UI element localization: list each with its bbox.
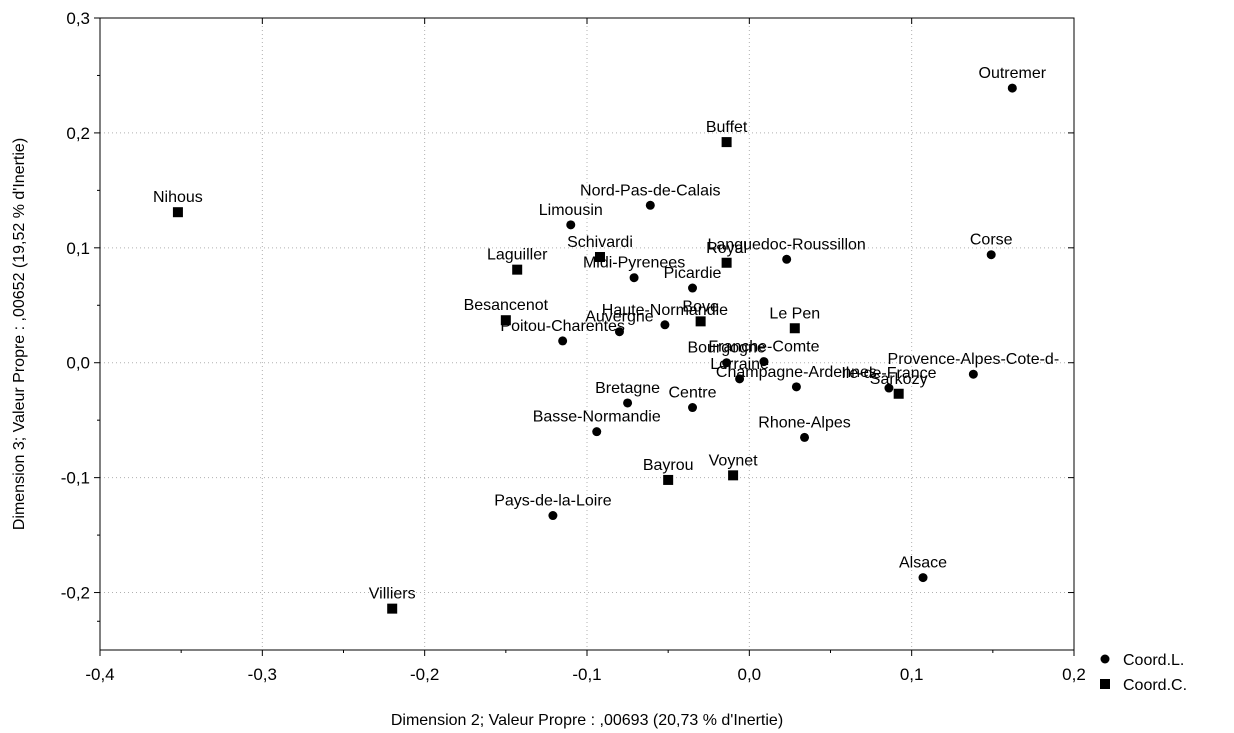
label-le-pen: Le Pen (769, 305, 820, 322)
point-coord-l-provence-alpes-cote-d (968, 369, 978, 379)
label-picardie: Picardie (664, 265, 722, 282)
point-coord-c-villiers (387, 603, 398, 614)
label-lorraine: Lorraine (710, 356, 769, 373)
y-tick-label: -0,1 (61, 469, 90, 488)
point-coord-l-limousin (566, 220, 576, 230)
label-bove: Bove (682, 298, 719, 315)
label-voynet: Voynet (709, 452, 758, 469)
y-tick-label: 0,3 (66, 9, 90, 28)
label-alsace: Alsace (899, 555, 947, 572)
point-coord-l-centre (688, 403, 698, 413)
x-tick-label: 0,2 (1062, 665, 1086, 684)
point-coord-c-laguiller (512, 264, 523, 275)
label-royal: Royal (706, 240, 747, 257)
point-coord-c-buffet (721, 137, 732, 148)
data-points (172, 83, 1017, 614)
point-coord-l-auvergne (614, 327, 624, 337)
label-laguiller: Laguiller (487, 247, 548, 264)
label-midi-pyrenees: Midi-Pyrenees (583, 255, 685, 272)
legend-label-coord-l: Coord.L. (1123, 652, 1184, 669)
point-coord-l-bourgogne (722, 358, 732, 368)
label-bourgogne: Bourgogne (687, 340, 765, 357)
point-coord-l-alsace (918, 573, 928, 583)
point-coord-l-basse-normandie (592, 427, 602, 437)
point-coord-l-rhone-alpes (800, 432, 810, 442)
point-coord-l-bretagne (623, 398, 633, 408)
label-buffet: Buffet (706, 119, 748, 136)
label-rhone-alpes: Rhone-Alpes (758, 414, 851, 431)
point-coord-c-bayrou (663, 474, 674, 485)
point-coord-l-lorraine (735, 374, 745, 384)
point-coord-l-haute-normandie (660, 320, 670, 330)
point-coord-l-ile-de-france (884, 383, 894, 393)
label-sarkozy: Sarkozy (870, 371, 928, 388)
point-coord-l-nord-pas-de-calais (645, 200, 655, 210)
x-tick-label: -0,2 (410, 665, 439, 684)
point-coord-l-champagne-ardennes (791, 382, 801, 392)
legend-square-marker (1100, 679, 1110, 689)
label-schivardi: Schivardi (567, 234, 633, 251)
y-tick-label: -0,2 (61, 584, 90, 603)
label-auvergne: Auvergne (585, 309, 654, 326)
point-coord-c-royal (721, 257, 732, 268)
label-bayrou: Bayrou (643, 457, 694, 474)
label-nord-pas-de-calais: Nord-Pas-de-Calais (580, 182, 721, 199)
x-tick-label: -0,4 (85, 665, 114, 684)
label-ile-de-france: Ile-de-France (841, 365, 936, 382)
x-tick-label: -0,1 (572, 665, 601, 684)
grid (100, 18, 1074, 650)
label-haute-normandie: Haute-Normandie (602, 302, 728, 319)
y-axis-title: Dimension 3; Valeur Propre : ,00652 (19,… (11, 138, 28, 530)
label-champagne-ardennes: Champagne-Ardennes (716, 364, 877, 381)
label-besancenot: Besancenot (464, 297, 549, 314)
y-tick-label: 0,0 (66, 354, 90, 373)
label-villiers: Villiers (369, 586, 416, 603)
y-tick-label: 0,1 (66, 239, 90, 258)
point-coord-c-sarkozy (893, 388, 904, 399)
label-poitou-charentes: Poitou-Charentes (500, 318, 625, 335)
label-limousin: Limousin (539, 202, 603, 219)
label-franche-comte: Franche-Comte (708, 339, 819, 356)
point-coord-l-picardie (688, 283, 698, 293)
label-pays-de-la-loire: Pays-de-la-Loire (494, 493, 611, 510)
y-tick-label: 0,2 (66, 124, 90, 143)
point-coord-c-besancenot (500, 315, 511, 326)
point-labels: Outremer Nord-Pas-de-Calais Limousin Corse L… (153, 65, 1059, 603)
point-coord-c-nihous (172, 207, 183, 218)
legend: Coord.L. Coord.C. (1100, 652, 1187, 694)
x-tick-label: -0,3 (248, 665, 277, 684)
point-coord-l-franche-comte (759, 357, 769, 367)
x-tick-label: 0,0 (738, 665, 762, 684)
y-tick-labels: -0,2 -0,1 0,0 0,1 0,2 0,3 (61, 9, 90, 603)
label-basse-normandie: Basse-Normandie (533, 409, 661, 426)
label-provence-alpes-cote-d: Provence-Alpes-Cote-d- (888, 351, 1060, 368)
label-corse: Corse (970, 232, 1013, 249)
label-languedoc-roussillon: Languedoc-Roussillon (708, 236, 866, 253)
x-axis-title: Dimension 2; Valeur Propre : ,00693 (20,… (391, 712, 783, 729)
point-coord-l-poitou-charentes (558, 336, 568, 346)
point-coord-c-bove (695, 316, 706, 327)
point-coord-l-corse (986, 250, 996, 260)
label-outremer: Outremer (979, 65, 1047, 82)
point-coord-l-outremer (1007, 83, 1017, 93)
axis-ticks (94, 17, 1075, 656)
point-coord-l-pays-de-la-loire (548, 511, 558, 521)
point-coord-l-midi-pyrenees (629, 273, 639, 283)
point-coord-l-languedoc-roussillon (782, 254, 792, 264)
label-bretagne: Bretagne (595, 380, 660, 397)
point-coord-c-voynet (728, 470, 739, 481)
point-coord-c-schivardi (594, 252, 605, 263)
x-tick-labels: -0,4 -0,3 -0,2 -0,1 0,0 0,1 0,2 (85, 665, 1085, 684)
point-coord-c-le-pen (789, 323, 800, 334)
legend-circle-marker (1100, 654, 1110, 664)
x-tick-label: 0,1 (900, 665, 924, 684)
legend-label-coord-c: Coord.C. (1123, 677, 1187, 694)
label-nihous: Nihous (153, 189, 203, 206)
label-centre: Centre (669, 385, 717, 402)
